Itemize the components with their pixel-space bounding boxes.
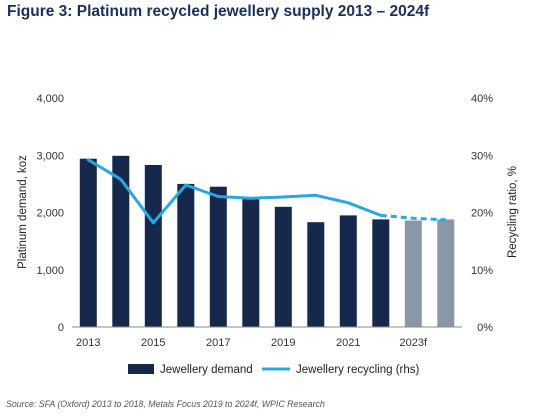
x-tick-label: 2013 — [76, 337, 100, 349]
x-axis: 2013 2015 2017 2019 2021 2023f — [76, 337, 428, 349]
bar-2020 — [307, 222, 325, 327]
legend-swatch-jewellery-demand — [128, 364, 154, 374]
y-axis-right: 0% 10% 20% 30% 40% — [471, 93, 493, 334]
recycling-line-actual — [86, 158, 383, 225]
source-note: Source: SFA (Oxford) 2013 to 2018, Metal… — [6, 399, 325, 409]
bar-2019 — [274, 206, 292, 327]
x-tick-label: 2019 — [271, 337, 295, 349]
bar-2021 — [339, 215, 357, 327]
y-axis-title: Platinum demand, koz — [17, 155, 29, 269]
bar-2013 — [79, 158, 97, 327]
legend-label-jewellery-recycling: Jewellery recycling (rhs) — [296, 364, 420, 376]
y2-tick-label: 30% — [471, 150, 493, 162]
y2-tick-label: 10% — [471, 265, 493, 277]
y2-tick-label: 0% — [477, 322, 493, 334]
bar-2017 — [209, 186, 227, 327]
line-series-jewellery-recycling — [86, 158, 446, 225]
y-tick-label: 1,000 — [36, 265, 64, 277]
figure-title: Figure 3: Platinum recycled jewellery su… — [7, 3, 430, 20]
y-axis-left: 0 1,000 2,000 3,000 4,000 — [36, 93, 64, 334]
y2-tick-label: 40% — [471, 93, 493, 105]
legend: Jewellery demand Jewellery recycling (rh… — [128, 364, 420, 376]
x-tick-label: 2023f — [400, 337, 428, 349]
legend-label-jewellery-demand: Jewellery demand — [160, 364, 253, 376]
bar-2024 — [437, 219, 455, 327]
bar-2018 — [242, 198, 260, 327]
bar-2014 — [112, 155, 130, 327]
bar-2016 — [177, 183, 195, 327]
y-tick-label: 4,000 — [36, 93, 64, 105]
bar-series-jewellery-demand — [79, 155, 455, 327]
y-tick-label: 0 — [58, 322, 64, 334]
recycling-line-forecast — [380, 213, 446, 222]
y2-tick-label: 20% — [471, 208, 493, 220]
bar-2023 — [404, 220, 422, 327]
bar-2015 — [144, 165, 162, 327]
bar-2022 — [372, 219, 390, 327]
y2-axis-title: Recycling ratio, % — [507, 166, 519, 258]
x-tick-label: 2017 — [206, 337, 230, 349]
y-tick-label: 3,000 — [36, 150, 64, 162]
y-tick-label: 2,000 — [36, 208, 64, 220]
x-tick-label: 2015 — [141, 337, 165, 349]
x-tick-label: 2021 — [336, 337, 360, 349]
